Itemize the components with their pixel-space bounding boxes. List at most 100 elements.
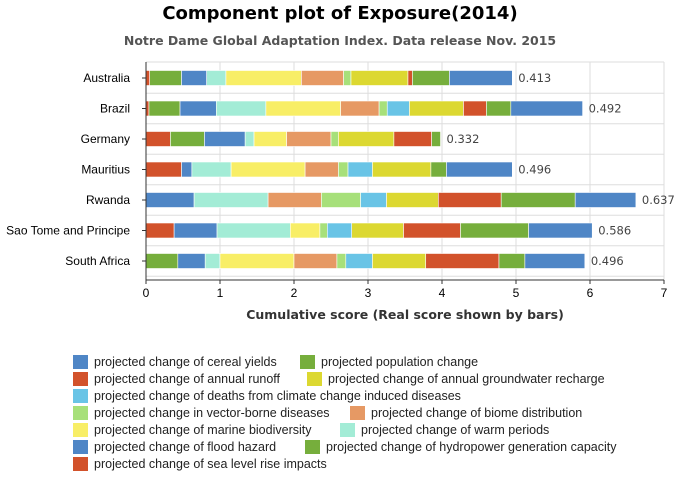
bar-segment [179, 100, 217, 117]
bar-segment [360, 192, 387, 208]
bar-segment [293, 253, 338, 269]
bar-segment [193, 192, 269, 208]
bar-segment [181, 161, 193, 178]
legend-label: projected population change [321, 355, 478, 369]
bar-segment [330, 131, 339, 147]
bar-segment [177, 253, 206, 269]
category-label: Rwanda [86, 193, 130, 207]
score-label: 0.637 [642, 193, 675, 207]
legend-label: projected change of flood hazard [94, 440, 276, 454]
legend-swatch [73, 389, 88, 403]
legend-label: projected change of annual groundwater r… [328, 372, 605, 386]
bar-segment [340, 100, 380, 117]
bar-segment [351, 222, 404, 239]
bar-row: 0.332 [145, 131, 480, 147]
bar-segment [216, 100, 267, 117]
legend-swatch [73, 355, 88, 369]
x-tick-label: 3 [365, 286, 372, 300]
legend-label: projected change of deaths from climate … [94, 389, 461, 403]
legend-swatch [73, 440, 88, 454]
bar-segment [216, 222, 291, 239]
legend-label: projected change of sea level rise impac… [94, 457, 327, 471]
bar-segment [145, 222, 175, 239]
bar-row: 0.496 [145, 253, 624, 269]
plot-area: 0.413 Australia 0.492 Brazil 0.332 Germany 0.4… [6, 61, 675, 300]
legend-swatch [73, 406, 88, 420]
bar-segment [301, 70, 344, 86]
bar-segment [326, 222, 353, 239]
legend-swatch [350, 406, 365, 420]
bar-segment [409, 100, 464, 117]
bar-row: 0.492 [145, 100, 622, 117]
legend-item: projected change of cereal yields [73, 355, 277, 369]
legend-item: projected change in vector-borne disease… [73, 406, 330, 420]
x-tick-label: 5 [513, 286, 520, 300]
x-tick-label: 1 [217, 286, 224, 300]
legend-swatch [73, 457, 88, 471]
bar-segment [345, 253, 373, 269]
bar-segment [204, 253, 221, 269]
bar-segment [321, 192, 361, 208]
bar-segment [145, 131, 171, 147]
bar-segment [378, 100, 388, 117]
bar-segment [386, 100, 410, 117]
bar-segment [286, 131, 332, 147]
bar-segment [145, 161, 182, 178]
bar-segment [510, 100, 583, 117]
legend-swatch [307, 372, 322, 386]
legend-item: projected change of biome distribution [350, 406, 582, 420]
x-tick-label: 0 [143, 286, 150, 300]
legend-item: projected change of sea level rise impac… [73, 457, 327, 471]
bar-segment [191, 161, 232, 178]
legend-label: projected change in vector-borne disease… [94, 406, 330, 420]
bar-segment [498, 253, 526, 269]
bar-segment [343, 70, 352, 86]
bar-segment [386, 192, 439, 208]
bar-segment [206, 70, 227, 86]
bar-segment [431, 131, 441, 147]
legend-swatch [340, 423, 355, 437]
score-label: 0.332 [447, 132, 480, 146]
score-label: 0.413 [518, 71, 551, 85]
bar-segment [463, 100, 487, 117]
bar-segment [265, 100, 341, 117]
bar-segment [403, 222, 461, 239]
chart-subtitle: Notre Dame Global Adaptation Index. Data… [124, 33, 556, 48]
bar-segment [528, 222, 593, 239]
bar-row: 0.586 [145, 222, 631, 239]
category-label: Brazil [100, 102, 130, 116]
category-label: South Africa [65, 254, 130, 268]
category-label: Sao Tome and Principe [6, 224, 130, 238]
legend: projected change of cereal yields project… [73, 355, 617, 471]
bar-segment [173, 222, 218, 239]
x-tick-label: 4 [439, 286, 446, 300]
legend-label: projected change of hydropower generatio… [326, 440, 617, 454]
category-label: Mauritius [81, 163, 130, 177]
bar-segment [170, 131, 205, 147]
bar-segment [204, 131, 246, 147]
bar-segment [253, 131, 287, 147]
legend-label: projected change of warm periods [361, 423, 549, 437]
legend-item: projected change of marine biodiversity [73, 423, 312, 437]
bar-segment [425, 253, 500, 269]
legend-item: projected change of flood hazard [73, 440, 276, 454]
legend-item: projected change of deaths from climate … [73, 389, 461, 403]
bar-segment [336, 253, 347, 269]
bar-segment [145, 253, 179, 269]
bar-row: 0.413 [145, 70, 551, 86]
bar-segment [412, 70, 450, 86]
bar-segment [304, 161, 339, 178]
bar-segment [372, 161, 432, 178]
legend-item: projected population change [300, 355, 478, 369]
bar-segment [219, 253, 295, 269]
bar-segment [460, 222, 529, 239]
bar-segment [372, 253, 427, 269]
bar-segment [225, 70, 302, 86]
bar-segment [350, 70, 409, 86]
x-tick-label: 6 [587, 286, 594, 300]
x-axis-label: Cumulative score (Real score shown by ba… [246, 307, 564, 322]
bar-row: 0.496 [145, 161, 551, 178]
bar-segment [574, 192, 637, 208]
score-label: 0.586 [598, 224, 631, 238]
